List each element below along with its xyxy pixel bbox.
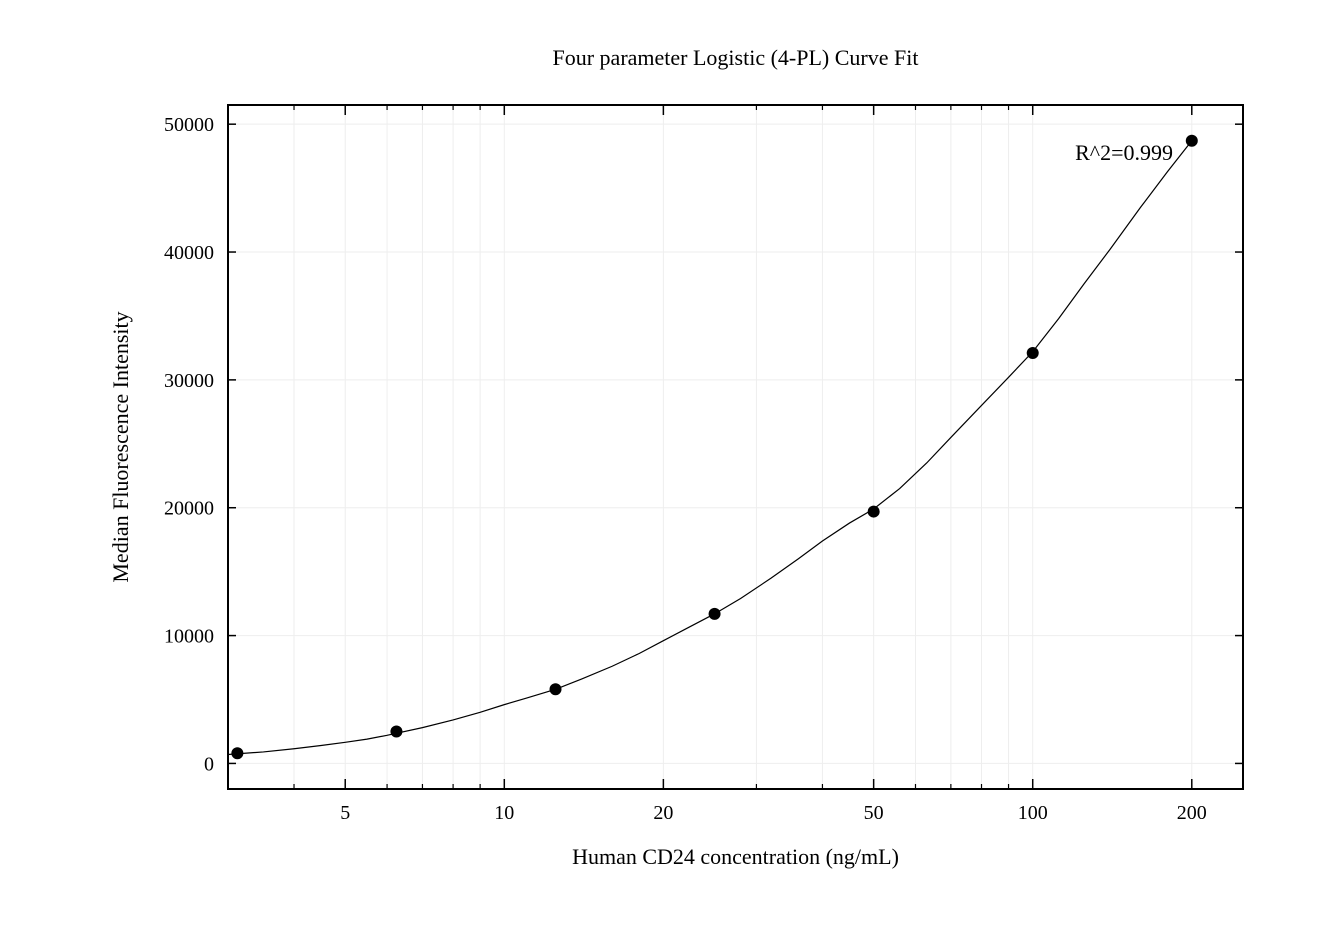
y-tick-label: 40000 [164, 242, 214, 264]
y-tick-label: 50000 [164, 114, 214, 136]
y-axis-label: Median Fluorescence Intensity [108, 311, 133, 582]
x-axis-label: Human CD24 concentration (ng/mL) [572, 844, 899, 869]
chart-title: Four parameter Logistic (4-PL) Curve Fit [553, 45, 919, 70]
data-point [550, 683, 562, 695]
r-squared-annotation: R^2=0.999 [1075, 140, 1173, 165]
y-tick-label: 30000 [164, 370, 214, 392]
chart-container: 0 10000 20000 30000 40000 50000 5 10 20 50 100 200 F… [0, 0, 1341, 935]
x-tick-label: 10 [494, 802, 514, 824]
y-tick-label: 0 [204, 753, 214, 775]
data-point [709, 608, 721, 620]
x-tick-label: 50 [864, 802, 884, 824]
x-tick-label: 5 [340, 802, 350, 824]
x-tick-label: 20 [653, 802, 673, 824]
data-point [1027, 347, 1039, 359]
y-tick-label: 10000 [164, 626, 214, 648]
data-point [868, 506, 880, 518]
y-tick-label: 20000 [164, 498, 214, 520]
data-point [231, 747, 243, 759]
data-point [1186, 135, 1198, 147]
chart-svg: 0 10000 20000 30000 40000 50000 5 10 20 50 100 200 F… [0, 0, 1341, 935]
x-tick-label: 200 [1177, 802, 1207, 824]
data-point [390, 725, 402, 737]
x-tick-label: 100 [1018, 802, 1048, 824]
